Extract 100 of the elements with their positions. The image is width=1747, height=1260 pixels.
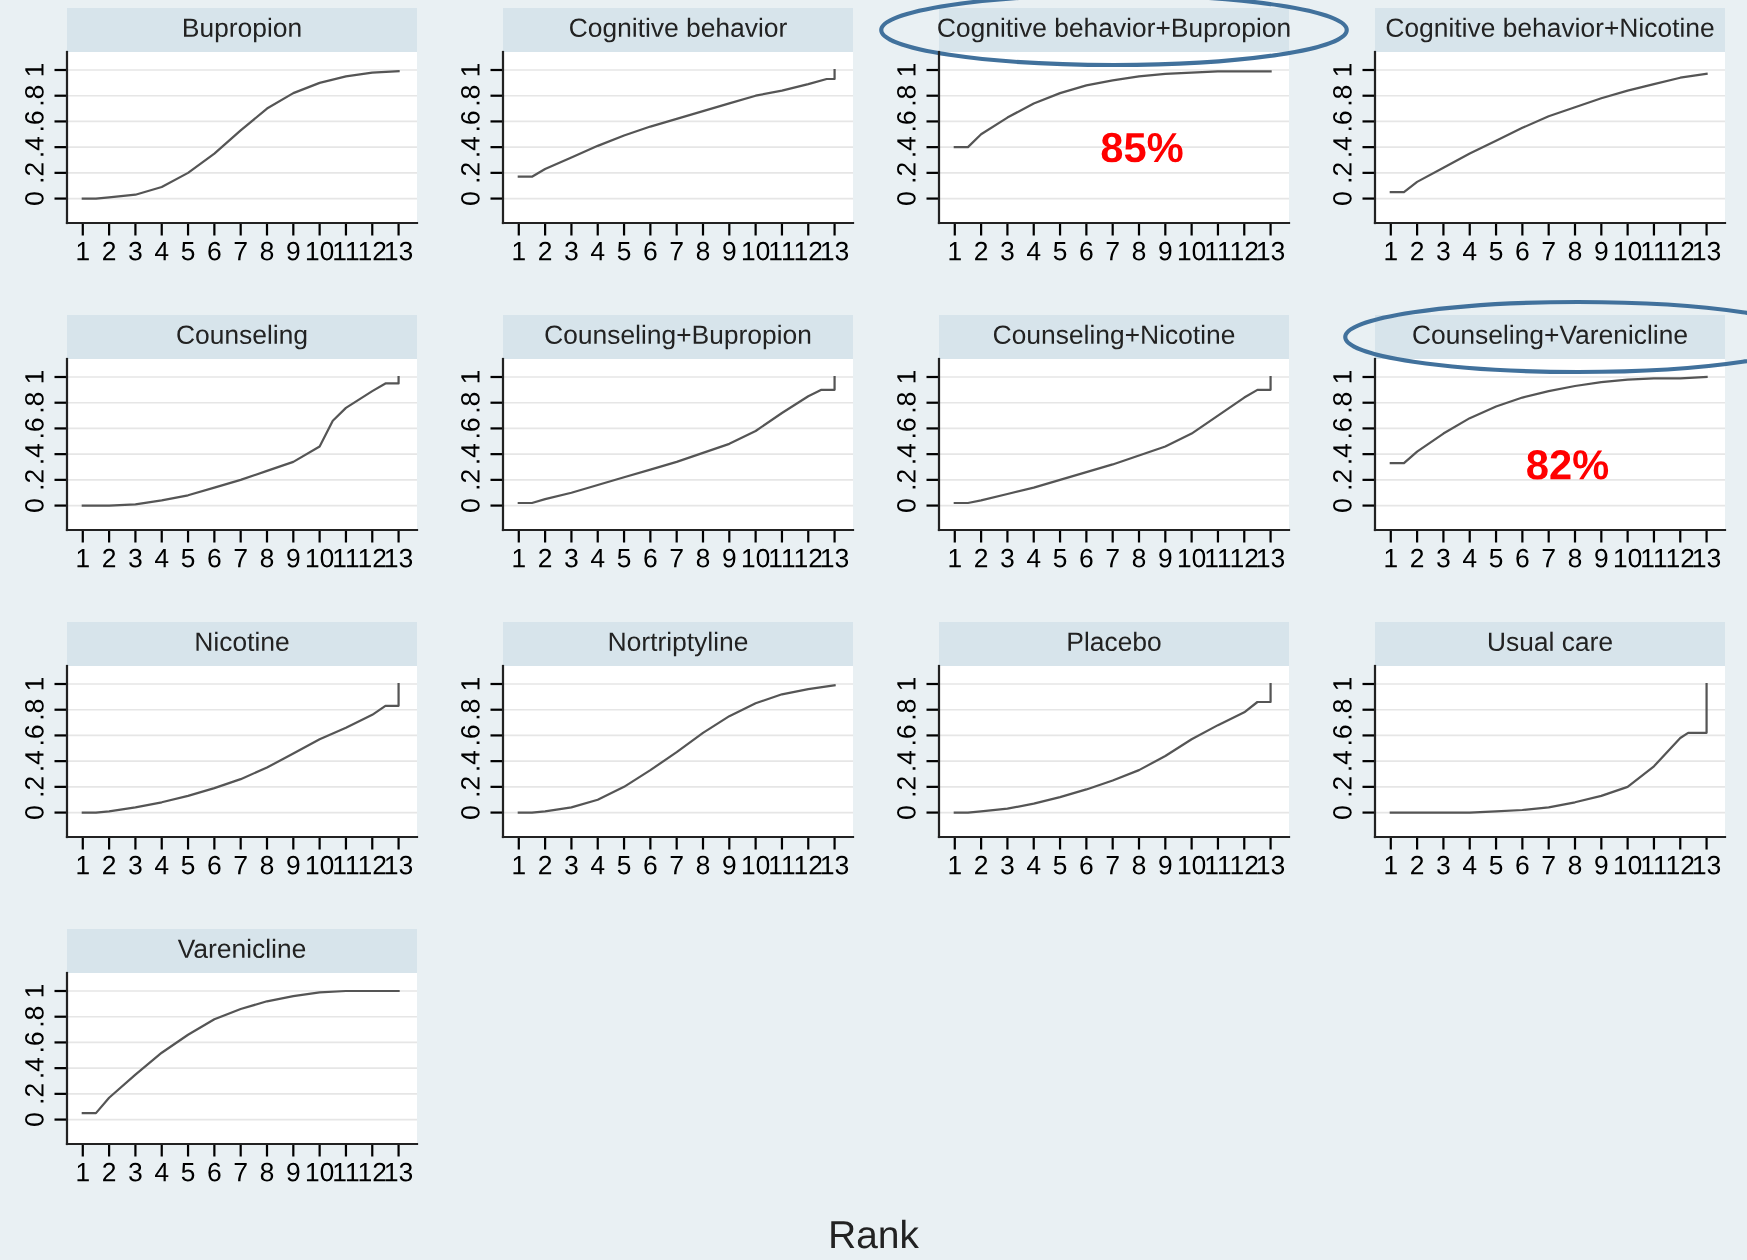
y-tick-label: .8 [1333, 85, 1352, 105]
x-tick-label: 9 [723, 548, 736, 568]
x-tick-label: 4 [1463, 242, 1477, 261]
x-tick-label: 9 [1159, 241, 1172, 261]
x-tick-label: 7 [234, 856, 247, 875]
y-tick-label: 0 [1333, 192, 1352, 205]
x-tick-label: 9 [287, 241, 300, 261]
y-tick-label: 1 [25, 677, 44, 690]
x-tick-label: 11 [1206, 549, 1231, 568]
x-tick-label: 1 [949, 549, 961, 568]
x-tick-label: 12 [795, 241, 822, 261]
x-tick-label: 13 [385, 548, 413, 568]
chart-title: Counseling+Bupropion [545, 324, 811, 350]
x-tick-label: 12 [1231, 855, 1258, 875]
y-tick-label: .8 [897, 392, 916, 412]
y-tick-label: .6 [1333, 111, 1352, 131]
chart-title: Bupropion [184, 17, 301, 43]
y-tick-label: 0 [25, 806, 44, 819]
x-tick-label: 6 [1080, 855, 1093, 875]
x-tick-label: 8 [1132, 855, 1146, 875]
x-tick-label: 12 [1667, 855, 1694, 875]
y-tick-label: .8 [897, 699, 916, 719]
y-tick-label: 1 [897, 677, 916, 690]
x-tick-label: 12 [359, 855, 386, 875]
x-tick-label: 2 [975, 241, 988, 261]
x-tick-label: 5 [617, 856, 631, 875]
y-tick-label: 0 [897, 499, 916, 512]
x-tick-label: 11 [770, 549, 795, 568]
y-tick-label: .2 [461, 470, 480, 489]
y-tick-label: .6 [25, 1032, 44, 1052]
x-tick-label: 12 [1231, 241, 1258, 261]
y-tick-label: .2 [897, 163, 916, 182]
y-tick-label: 0 [25, 192, 44, 205]
x-tick-label: 13 [821, 855, 849, 875]
x-tick-label: 12 [359, 241, 386, 261]
y-tick-label: 0 [1333, 806, 1352, 819]
x-tick-label: 7 [234, 242, 247, 261]
x-tick-label: 1 [1385, 856, 1397, 875]
y-tick-label: .8 [25, 1006, 44, 1026]
y-tick-label: 1 [897, 370, 916, 383]
line-series [81, 70, 400, 200]
line-series [1389, 72, 1708, 194]
y-tick-label: .4 [461, 750, 480, 770]
x-tick-label: 4 [155, 549, 169, 568]
x-tick-label: 6 [644, 241, 657, 261]
x-tick-label: 6 [208, 855, 221, 875]
x-tick-label: 7 [1106, 242, 1119, 261]
x-tick-label: 2 [103, 1162, 116, 1182]
annotation: 82% [1527, 450, 1609, 480]
x-tick-label: 4 [1463, 549, 1477, 568]
x-tick-label: 13 [1257, 548, 1285, 568]
x-tick-label: 6 [208, 1162, 221, 1182]
x-tick-label: 2 [539, 241, 552, 261]
x-tick-label: 5 [1489, 856, 1503, 875]
x-tick-label: 12 [359, 1162, 386, 1182]
x-tick-label: 11 [334, 549, 359, 568]
x-tick-label: 1 [949, 242, 961, 261]
line-series [517, 375, 836, 505]
x-tick-label: 6 [208, 548, 221, 568]
x-tick-label: 7 [234, 549, 247, 568]
x-tick-label: 11 [1206, 242, 1231, 261]
y-tick-label: 1 [1333, 63, 1352, 76]
x-tick-label: 3 [129, 855, 142, 875]
x-tick-label: 3 [1437, 855, 1450, 875]
x-tick-label: 6 [1516, 241, 1529, 261]
y-tick-label: 0 [897, 806, 916, 819]
y-tick-label: .8 [1333, 392, 1352, 412]
y-tick-label: 0 [461, 806, 480, 819]
x-tick-label: 8 [260, 548, 274, 568]
y-tick-label: 0 [461, 192, 480, 205]
x-tick-label: 11 [1642, 242, 1667, 261]
x-tick-label: 2 [103, 241, 116, 261]
x-tick-label: 10 [306, 241, 334, 261]
x-tick-label: 10 [742, 241, 770, 261]
x-tick-label: 4 [591, 242, 605, 261]
x-tick-label: 10 [1178, 241, 1206, 261]
x-tick-label: 1 [77, 242, 89, 261]
x-tick-label: 7 [670, 242, 683, 261]
x-tick-label: 4 [1027, 242, 1041, 261]
x-tick-label: 10 [306, 548, 334, 568]
y-tick-label: .4 [1333, 136, 1352, 156]
x-tick-label: 8 [696, 241, 710, 261]
line-series [517, 68, 836, 178]
x-tick-label: 8 [1568, 855, 1582, 875]
x-tick-label: 3 [1001, 548, 1014, 568]
x-tick-label: 5 [1489, 549, 1503, 568]
x-tick-label: 12 [795, 855, 822, 875]
x-tick-label: 2 [539, 855, 552, 875]
y-tick-label: .8 [25, 392, 44, 412]
chart-title: Counseling [177, 324, 307, 350]
x-tick-label: 9 [723, 241, 736, 261]
y-tick-label: .6 [897, 418, 916, 438]
x-tick-label: 10 [306, 1162, 334, 1182]
x-tick-label: 1 [77, 1163, 89, 1182]
x-tick-label: 12 [795, 548, 822, 568]
y-tick-label: .2 [461, 777, 480, 796]
y-tick-label: .2 [25, 1084, 44, 1103]
x-tick-label: 9 [287, 855, 300, 875]
y-tick-label: .2 [25, 777, 44, 796]
x-tick-label: 12 [1667, 548, 1694, 568]
